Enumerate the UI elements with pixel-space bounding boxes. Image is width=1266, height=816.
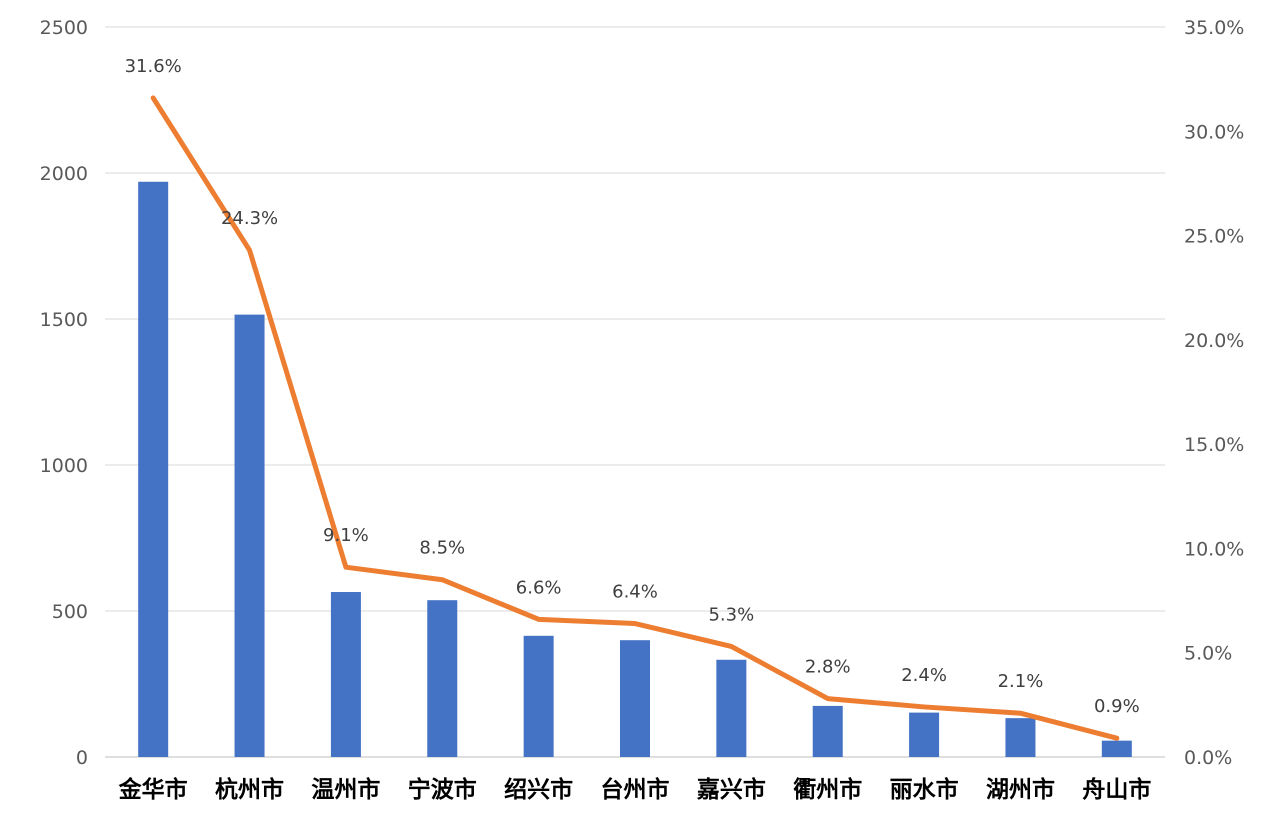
- bar: [716, 659, 747, 757]
- left-tick-label: 500: [52, 601, 88, 623]
- right-axis: 0.0% 5.0% 10.0% 15.0% 20.0% 25.0% 30.0% 35.0%: [1184, 17, 1244, 769]
- bar: [138, 181, 169, 757]
- bar: [812, 705, 843, 757]
- category-label: 衢州市: [793, 776, 862, 803]
- data-label: 2.1%: [998, 671, 1044, 692]
- category-axis: 金华市 杭州市 温州市 宁波市 绍兴市 台州市 嘉兴市 衢州市 丽水市 湖州市 舟山市: [118, 776, 1152, 803]
- category-label: 金华市: [118, 776, 188, 803]
- left-tick-label: 1500: [40, 309, 88, 331]
- bar: [234, 314, 265, 757]
- data-label: 6.6%: [516, 577, 562, 598]
- percentage-line: [150, 95, 1120, 741]
- left-tick-label: 1000: [40, 455, 88, 477]
- category-label: 湖州市: [986, 776, 1055, 803]
- right-tick-label: 0.0%: [1184, 747, 1232, 769]
- category-label: 嘉兴市: [697, 776, 766, 803]
- data-label: 5.3%: [708, 604, 754, 625]
- left-tick-label: 2500: [40, 17, 88, 39]
- bar: [1005, 718, 1036, 757]
- category-label: 台州市: [601, 776, 670, 803]
- data-label: 2.4%: [901, 665, 947, 686]
- category-label: 绍兴市: [504, 776, 573, 803]
- data-label: 6.4%: [612, 582, 658, 603]
- data-label: 0.9%: [1094, 696, 1140, 717]
- bar: [330, 592, 361, 757]
- right-tick-label: 20.0%: [1184, 330, 1244, 352]
- right-tick-label: 25.0%: [1184, 226, 1244, 248]
- left-tick-label: 0: [76, 747, 88, 769]
- data-labels: 31.6% 24.3% 9.1% 8.5% 6.6% 6.4% 5.3% 2.8% 2.4% 2.…: [125, 56, 1140, 717]
- right-tick-label: 5.0%: [1184, 643, 1232, 665]
- bar: [1101, 740, 1132, 757]
- bar: [620, 640, 650, 757]
- category-label: 杭州市: [215, 776, 284, 803]
- category-label: 宁波市: [408, 776, 477, 803]
- data-label: 24.3%: [221, 208, 278, 229]
- gridlines: [105, 26, 1165, 758]
- bar: [427, 600, 458, 757]
- category-label: 温州市: [311, 776, 380, 803]
- bar: [909, 712, 940, 757]
- right-tick-label: 10.0%: [1184, 538, 1244, 560]
- left-axis: 0 500 1000 1500 2000 2500: [40, 17, 88, 769]
- bar-series: [138, 181, 1132, 757]
- right-tick-label: 30.0%: [1184, 121, 1244, 143]
- bar: [523, 635, 554, 757]
- data-label: 31.6%: [125, 56, 182, 77]
- category-label: 丽水市: [890, 776, 959, 803]
- left-tick-label: 2000: [40, 163, 88, 185]
- right-tick-label: 15.0%: [1184, 434, 1244, 456]
- right-tick-label: 35.0%: [1184, 17, 1244, 39]
- data-label: 8.5%: [419, 538, 465, 559]
- line-series: [150, 95, 1120, 741]
- data-label: 9.1%: [323, 525, 369, 546]
- data-label: 2.8%: [805, 657, 851, 678]
- category-label: 舟山市: [1082, 776, 1151, 803]
